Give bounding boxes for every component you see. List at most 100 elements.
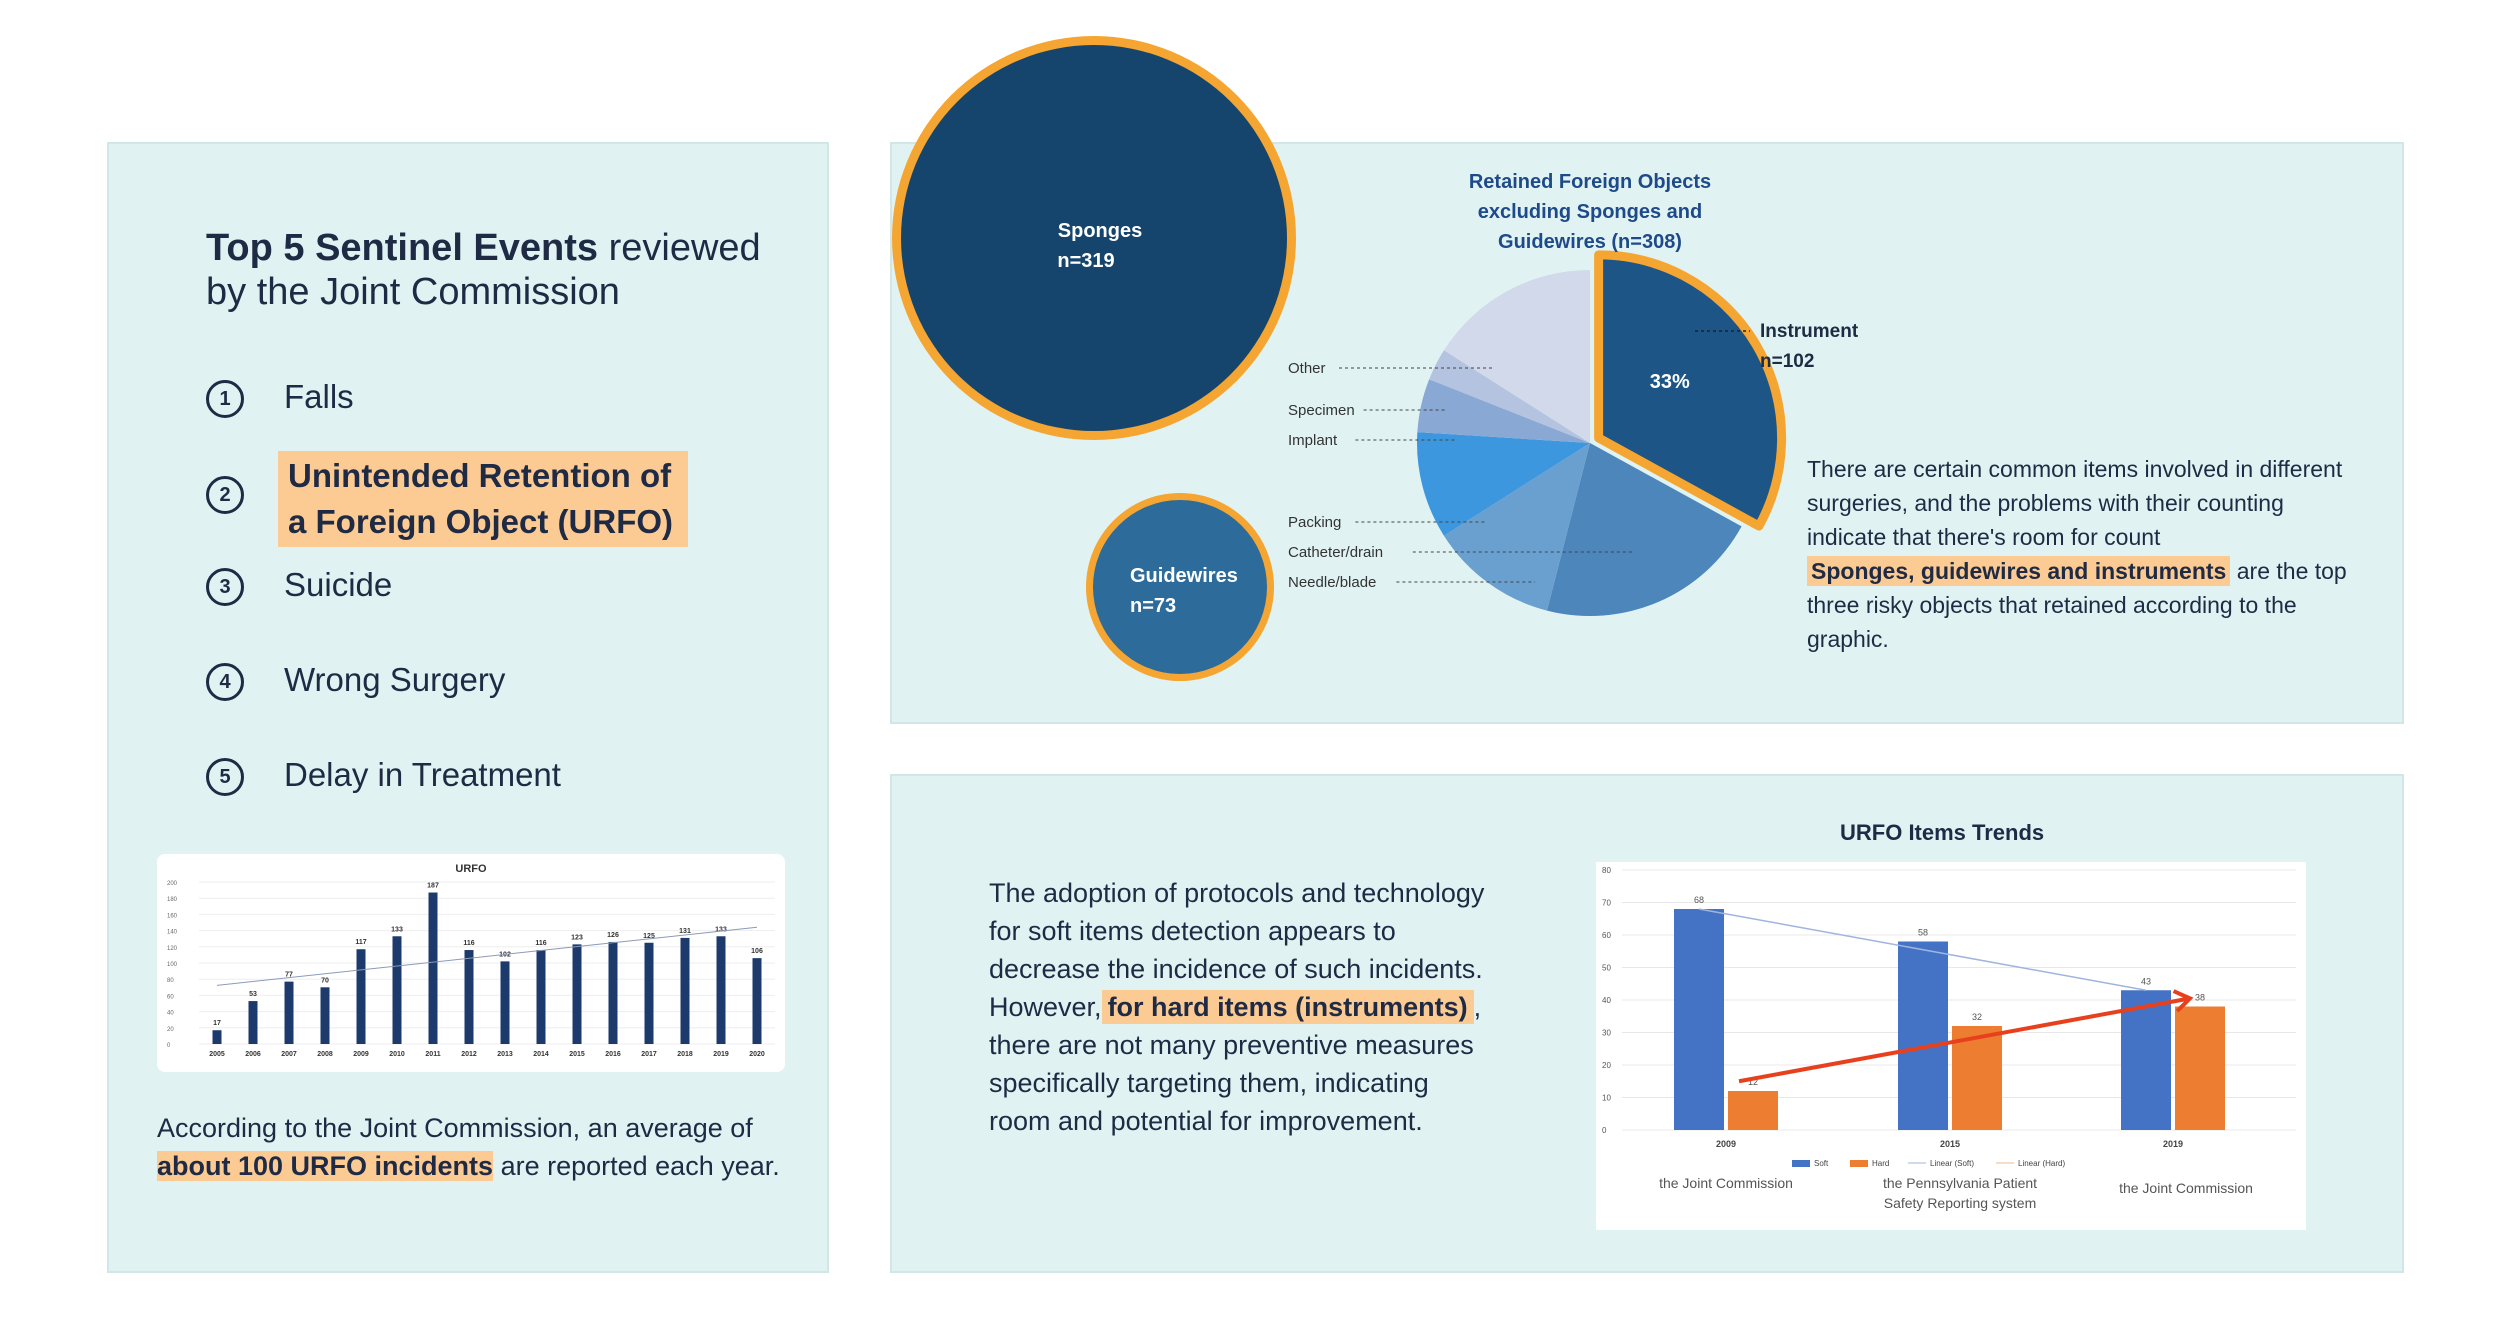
urfo-xtick: 2014 <box>533 1051 549 1058</box>
event-label-wrap: Unintended Retention of a Foreign Object… <box>278 451 688 547</box>
urfo-chart-title: URFO <box>455 863 487 875</box>
urfo-data-label: 117 <box>355 939 366 946</box>
trend-legend-label: Linear (Soft) <box>1930 1159 1974 1168</box>
urfo-data-label: 106 <box>751 948 763 955</box>
trend-hard-arrow <box>1738 996 2191 1084</box>
pie-text-p2: are the top three risky objects that ret… <box>1807 558 2347 652</box>
urfo-xtick: 2007 <box>281 1051 297 1058</box>
urfo-xtick: 2006 <box>245 1051 261 1058</box>
trend-bar-hard <box>1728 1091 1778 1130</box>
trend-data-label: 32 <box>1972 1012 1982 1022</box>
caption-pre: According to the Joint Commission, an av… <box>157 1113 753 1143</box>
urfo-data-label: 53 <box>249 991 257 998</box>
trend-xtick: 2009 <box>1716 1139 1736 1149</box>
trend-arrow-head <box>2172 989 2194 1013</box>
trend-panel: The adoption of protocols and technology… <box>890 774 2404 1273</box>
pie-text-p1: There are certain common items involved … <box>1807 456 2343 550</box>
urfo-bar <box>500 961 510 1044</box>
trend-bar-soft <box>1674 909 1724 1130</box>
urfo-data-label: 187 <box>427 883 439 890</box>
urfo-bar <box>284 981 294 1044</box>
urfo-data-label: 116 <box>463 940 474 947</box>
urfo-xtick: 2013 <box>497 1051 513 1058</box>
pie-text-highlight: Sponges, guidewires and instruments <box>1807 556 2231 586</box>
urfo-data-label: 123 <box>571 934 583 941</box>
urfo-ytick: 20 <box>167 1027 174 1033</box>
urfo-xtick: 2019 <box>713 1051 729 1058</box>
urfo-bar <box>392 936 402 1044</box>
urfo-xtick: 2010 <box>389 1051 405 1058</box>
urfo-ytick: 100 <box>167 962 178 968</box>
urfo-xtick: 2020 <box>749 1051 765 1058</box>
trend-text-highlight: for hard items (instruments) <box>1101 990 1474 1024</box>
title-rest: reviewed by the Joint Commission <box>206 227 761 313</box>
trend-text-pre: However, <box>989 992 1102 1022</box>
trend-text-p1: The adoption of protocols and technology… <box>989 878 1485 984</box>
event-number: 2 <box>206 476 244 514</box>
urfo-data-label: 77 <box>285 972 293 979</box>
urfo-bar <box>572 944 582 1044</box>
trend-chart-title: URFO Items Trends <box>1840 820 2045 845</box>
caption-highlight: about 100 URFO incidents <box>157 1151 494 1181</box>
urfo-data-label: 116 <box>535 940 546 947</box>
trend-bar-hard <box>1952 1026 2002 1130</box>
trend-legend-label: Hard <box>1872 1159 1889 1168</box>
urfo-bar <box>536 950 546 1044</box>
urfo-data-label: 131 <box>679 928 691 935</box>
urfo-data-label: 102 <box>499 951 511 958</box>
trend-source: the Joint Commission <box>1659 1175 1793 1191</box>
trend-legend-swatch <box>1850 1160 1868 1167</box>
trend-legend-swatch <box>1792 1160 1810 1167</box>
urfo-data-label: 17 <box>213 1020 221 1027</box>
urfo-chart-card: URFO 0 20 40 60 80 100 120 140 160 180 200 17 2005 53 2… <box>157 854 785 1072</box>
urfo-xtick: 2012 <box>461 1051 477 1058</box>
trend-bar-chart: 0 10 20 30 40 50 60 70 80 68 12 2009 58 32 2015 43 38 201… <box>1602 866 2296 1211</box>
trend-ytick: 80 <box>1602 866 1611 875</box>
trend-bar-soft <box>2121 990 2171 1130</box>
urfo-ytick: 40 <box>167 1011 174 1017</box>
trend-ytick: 10 <box>1602 1094 1611 1103</box>
trend-ytick: 60 <box>1602 931 1611 940</box>
trend-data-label: 68 <box>1694 895 1704 905</box>
trend-xtick: 2015 <box>1940 1139 1960 1149</box>
urfo-bar <box>428 892 438 1044</box>
urfo-xtick: 2018 <box>677 1051 693 1058</box>
urfo-bar-chart: URFO 0 20 40 60 80 100 120 140 160 180 200 17 2005 53 2… <box>167 863 775 1058</box>
event-label: Falls <box>284 378 354 415</box>
urfo-trendline <box>216 926 758 986</box>
urfo-bar <box>248 1001 258 1044</box>
trend-ytick: 50 <box>1602 964 1611 973</box>
event-number: 5 <box>206 758 244 796</box>
caption-post: are reported each year. <box>500 1151 780 1181</box>
pie-description: There are certain common items involved … <box>1807 452 2347 656</box>
urfo-bar <box>644 942 654 1044</box>
urfo-bar <box>680 937 690 1044</box>
trend-source: the Joint Commission <box>2119 1180 2253 1196</box>
urfo-bar <box>212 1030 222 1044</box>
event-label: Delay in Treatment <box>284 756 561 793</box>
urfo-data-label: 125 <box>643 933 655 940</box>
page-title: Top 5 Sentinel Events reviewed by the Jo… <box>206 226 766 314</box>
urfo-xtick: 2017 <box>641 1051 657 1058</box>
left-panel: Top 5 Sentinel Events reviewed by the Jo… <box>107 142 829 1273</box>
urfo-xtick: 2005 <box>209 1051 225 1058</box>
trend-legend-label: Linear (Hard) <box>2018 1159 2065 1168</box>
trend-ytick: 20 <box>1602 1061 1611 1070</box>
event-label-highlight: Unintended Retention of a Foreign Object… <box>278 451 688 547</box>
urfo-xtick: 2011 <box>425 1051 440 1058</box>
trend-ytick: 30 <box>1602 1029 1611 1038</box>
trend-source: the Pennsylvania Patient <box>1883 1175 2037 1191</box>
trend-data-label: 38 <box>2195 993 2205 1003</box>
pie-panel: There are certain common items involved … <box>890 142 2404 724</box>
urfo-bar <box>320 987 330 1044</box>
trend-xtick: 2019 <box>2163 1139 2183 1149</box>
event-number: 1 <box>206 380 244 418</box>
trend-legend-label: Soft <box>1814 1159 1829 1168</box>
urfo-xtick: 2015 <box>569 1051 585 1058</box>
urfo-data-label: 133 <box>391 926 403 933</box>
urfo-xtick: 2008 <box>317 1051 333 1058</box>
urfo-bar <box>608 941 618 1044</box>
event-label: Suicide <box>284 566 393 603</box>
urfo-ytick: 120 <box>167 946 178 952</box>
urfo-ytick: 200 <box>167 881 178 887</box>
